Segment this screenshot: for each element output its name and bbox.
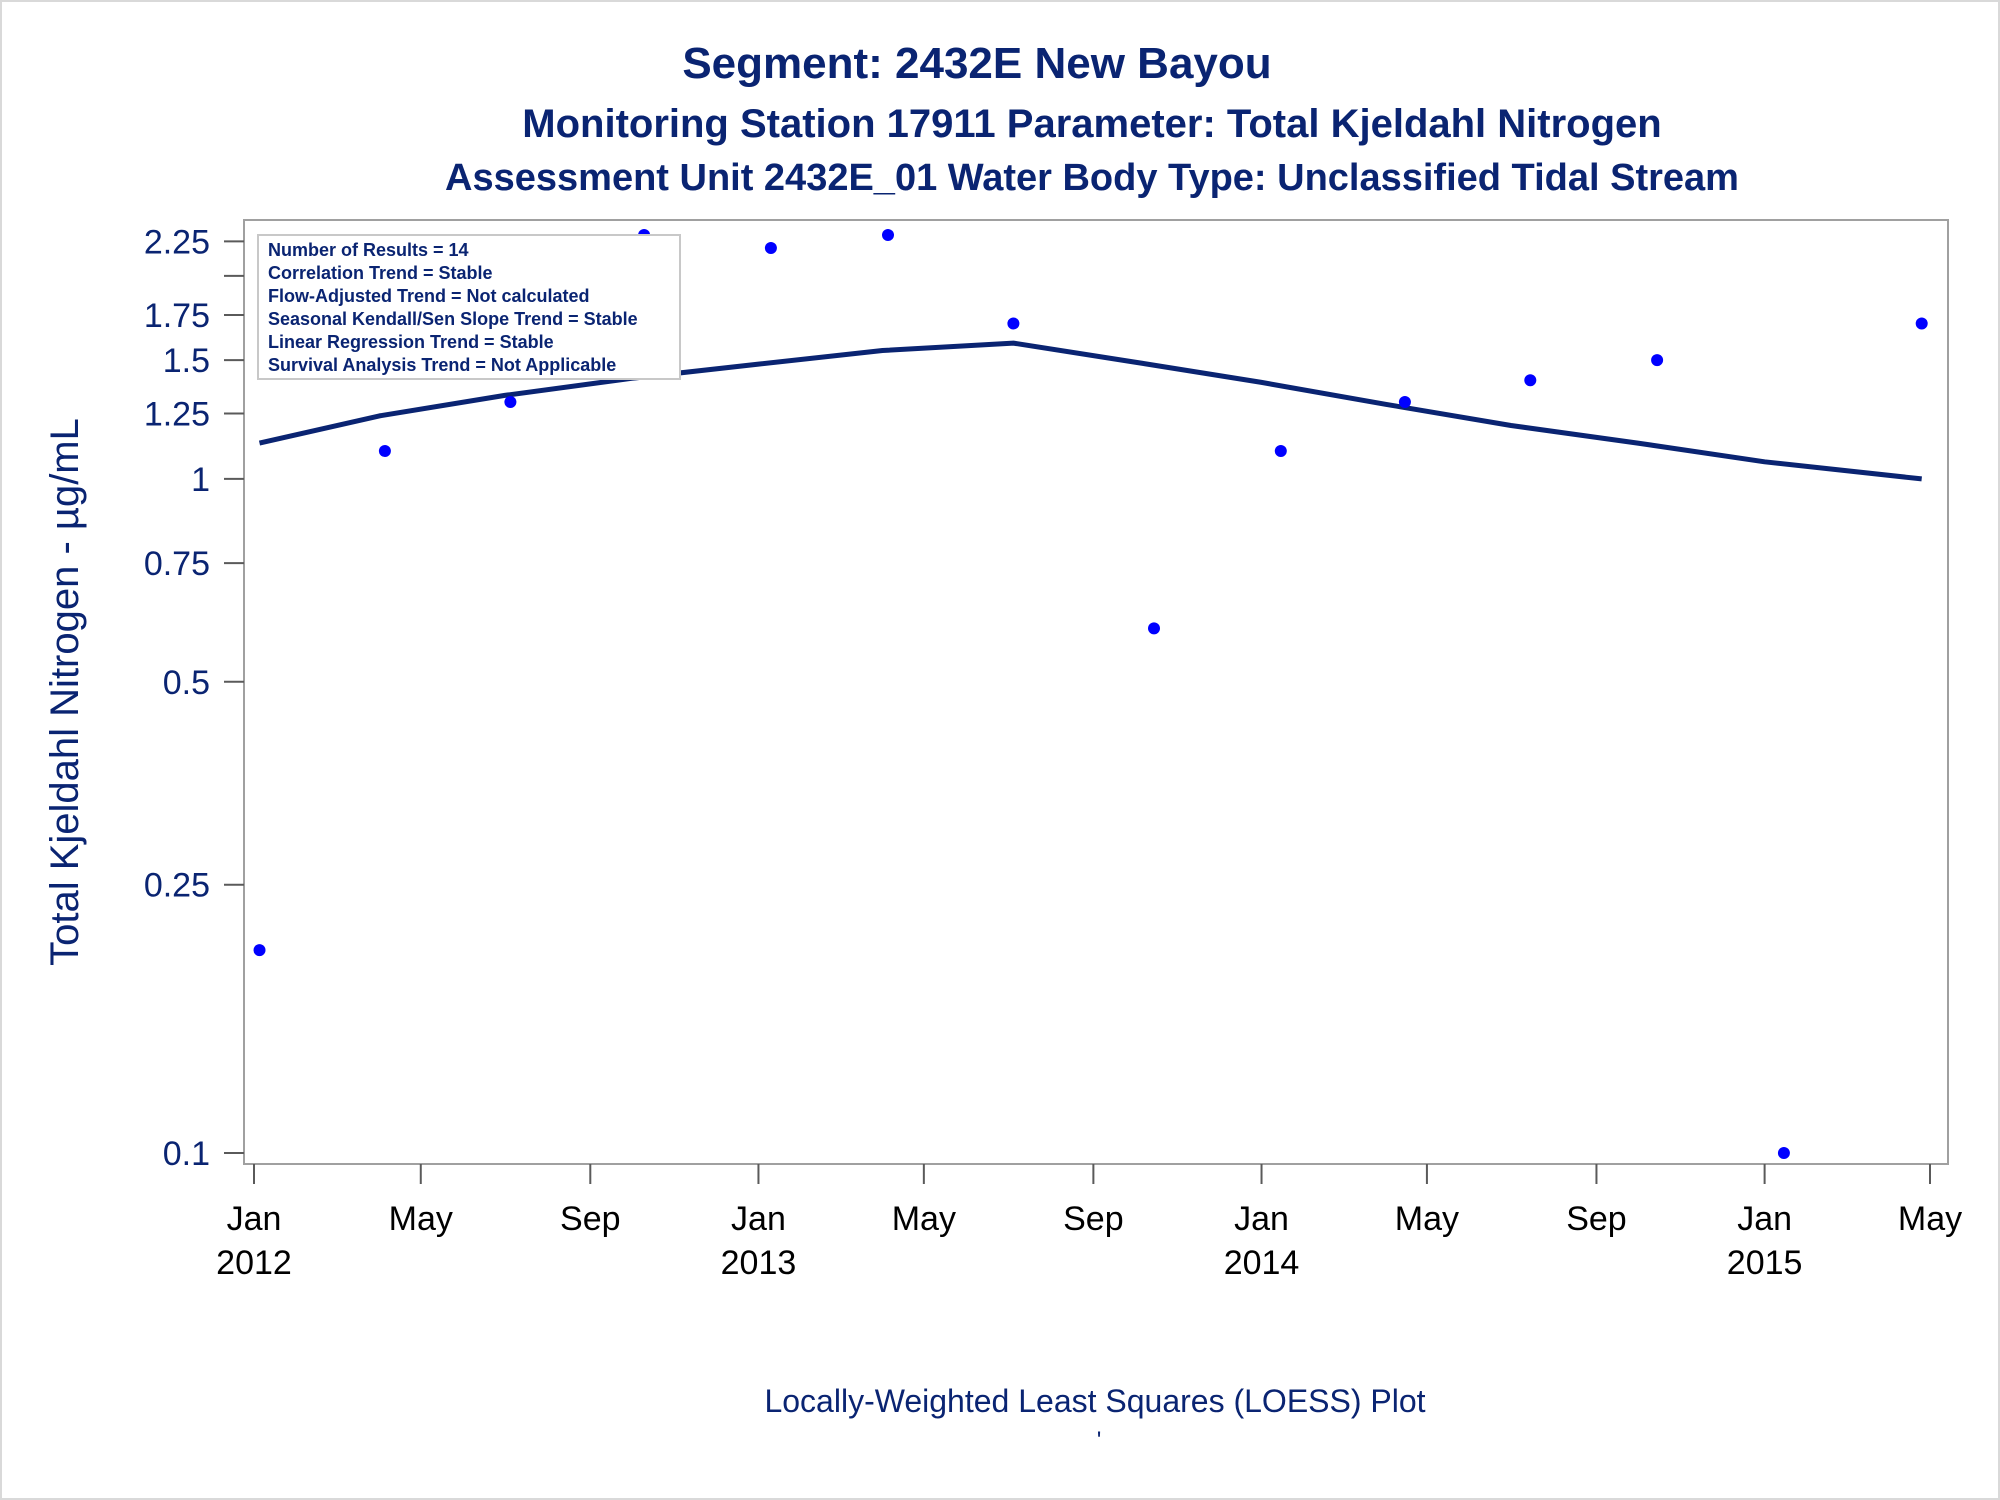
stats-box: Number of Results = 14 Correlation Trend… [257, 234, 681, 380]
x-tick-label: Jan [1234, 1200, 1289, 1238]
x-tick-label: Sep [1063, 1200, 1124, 1238]
stats-line: Seasonal Kendall/Sen Slope Trend = Stabl… [268, 309, 638, 329]
y-axis-label: Total Kjeldahl Nitrogen - µg/mL [43, 418, 87, 966]
points-layer [253, 229, 1928, 1159]
y-tick-label: 0.5 [163, 664, 210, 702]
stats-box-border [257, 234, 681, 380]
stats-line: Flow-Adjusted Trend = Not calculated [268, 286, 590, 306]
x-tick-label: Jan [731, 1200, 786, 1238]
chart-subtitle-2: Assessment Unit 2432E_01 Water Body Type… [445, 157, 1739, 199]
data-point [1148, 622, 1160, 635]
y-tick-label: 0.1 [163, 1135, 210, 1173]
x-tick-label: May [1898, 1200, 1962, 1238]
x-tick-year-label: 2015 [1727, 1244, 1803, 1282]
plot-area [243, 219, 1949, 1165]
loess-line [258, 340, 1922, 482]
x-tick-label: May [389, 1200, 453, 1238]
y-tick-label: 1.25 [144, 396, 210, 434]
stats-line: Survival Analysis Trend = Not Applicable [268, 355, 616, 375]
x-tick-label: May [1395, 1200, 1459, 1238]
data-point [1915, 317, 1928, 330]
x-axis-label: Locally-Weighted Least Squares (LOESS) P… [764, 1383, 1425, 1419]
data-point [1398, 396, 1411, 408]
y-tick-label: 1.5 [163, 342, 210, 380]
data-point [378, 445, 391, 457]
x-tick-year-label: 2013 [721, 1244, 797, 1282]
data-point [1651, 354, 1664, 367]
stats-line: Linear Regression Trend = Stable [268, 332, 554, 352]
loess-layer [258, 340, 1922, 482]
data-point [764, 242, 777, 254]
stats-line: Number of Results = 14 [268, 240, 469, 260]
x-tick-year-label: 2014 [1224, 1244, 1300, 1282]
y-axis: 0.1 0.25 0.5 0.75 1 1.25 1.5 1.75 2.25 [144, 223, 244, 1173]
y-tick-label: 1.75 [144, 297, 210, 335]
x-tick-label: Jan [1737, 1200, 1792, 1238]
y-tick-label: 0.75 [144, 545, 210, 583]
data-point [253, 944, 266, 957]
x-axis: Jan 2012 May Sep Jan 2013 May Sep Jan 2014 May Sep J… [216, 1164, 1962, 1282]
y-tick-label: 2.25 [144, 223, 210, 261]
x-tick-label: May [892, 1200, 956, 1238]
data-point [1777, 1147, 1790, 1159]
chart-title: Segment: 2432E New Bayou [682, 39, 1271, 88]
data-point [504, 396, 517, 408]
x-tick-label: Sep [560, 1200, 621, 1238]
x-tick-label: Jan [227, 1200, 282, 1238]
y-tick-label: 1 [191, 461, 210, 499]
data-point [882, 229, 894, 241]
data-point [1007, 317, 1020, 330]
x-tick-year-label: 2012 [216, 1244, 292, 1282]
stats-line: Correlation Trend = Stable [268, 263, 493, 283]
footnote: ' [1097, 1427, 1102, 1454]
y-tick-label: 0.25 [144, 867, 210, 905]
chart-subtitle: Monitoring Station 17911 Parameter: Tota… [522, 102, 1661, 146]
data-point [1274, 445, 1287, 457]
data-point [1524, 374, 1537, 387]
x-tick-label: Sep [1566, 1200, 1627, 1238]
